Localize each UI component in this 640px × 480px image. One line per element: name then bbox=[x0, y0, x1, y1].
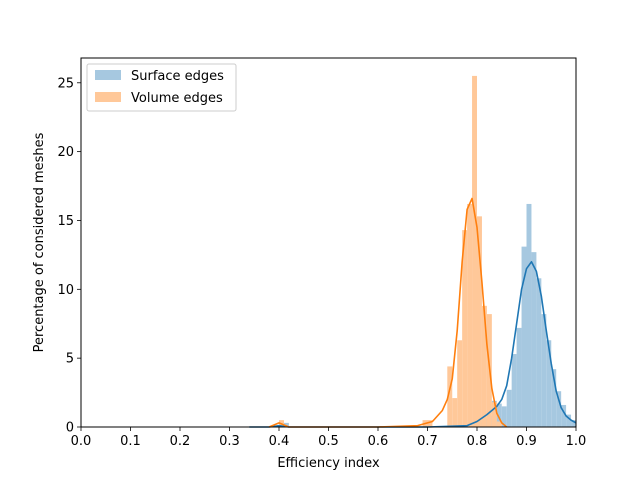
surface-edges-bar-6 bbox=[496, 403, 502, 427]
volume-edges-bar-2 bbox=[427, 420, 433, 427]
x-axis-label: Efficiency index bbox=[277, 456, 380, 471]
surface-edges-bar-19 bbox=[561, 404, 567, 427]
volume-edges-bar-8 bbox=[472, 75, 477, 428]
surface-edges-bar-13 bbox=[531, 252, 537, 427]
volume-edges-bar-13 bbox=[496, 421, 502, 427]
volume-edges-bar-5 bbox=[457, 340, 463, 427]
x-tick-label: 0.5 bbox=[318, 434, 339, 449]
x-tick-label: 1.0 bbox=[566, 434, 587, 449]
x-tick-label: 0.0 bbox=[71, 434, 92, 449]
legend-swatch-surface-edges bbox=[95, 70, 121, 80]
x-tick-label: 0.9 bbox=[516, 434, 537, 449]
legend-swatch-volume-edges bbox=[95, 92, 121, 102]
x-tick-label: 0.3 bbox=[219, 434, 240, 449]
x-tick-label: 0.6 bbox=[368, 434, 389, 449]
x-tick-label: 0.8 bbox=[467, 434, 488, 449]
y-tick-label: 10 bbox=[57, 283, 74, 298]
surface-edges-bar-1 bbox=[283, 422, 289, 427]
surface-edges-bar-12 bbox=[526, 203, 532, 427]
y-tick-label: 0 bbox=[66, 421, 74, 436]
histogram-bars bbox=[279, 75, 576, 428]
surface-edges-bar-17 bbox=[551, 369, 557, 427]
x-tick-label: 0.4 bbox=[269, 434, 290, 449]
surface-edges-bar-18 bbox=[556, 391, 562, 427]
surface-edges-bar-16 bbox=[546, 340, 552, 427]
surface-edges-bar-20 bbox=[566, 414, 572, 427]
x-tick-label: 0.1 bbox=[120, 434, 141, 449]
y-axis-ticks: 0 5 10 15 20 25 bbox=[57, 76, 81, 436]
y-tick-label: 25 bbox=[57, 76, 74, 91]
surface-edges-bar-21 bbox=[571, 420, 576, 427]
volume-edges-bar-9 bbox=[477, 216, 482, 427]
x-tick-label: 0.7 bbox=[417, 434, 438, 449]
volume-edges-bar-7 bbox=[467, 203, 473, 427]
y-tick-label: 5 bbox=[66, 352, 74, 367]
surface-edges-bar-9 bbox=[511, 354, 517, 427]
surface-edges-bar-14 bbox=[536, 278, 542, 427]
surface-edges-bar-7 bbox=[501, 406, 507, 427]
surface-edges-bar-15 bbox=[541, 314, 547, 427]
volume-edges-bar-10 bbox=[481, 305, 487, 427]
legend-label-volume-edges: Volume edges bbox=[131, 91, 223, 106]
x-axis-ticks: 0.0 0.1 0.2 0.3 0.4 0.5 0.6 0.7 0.8 0.9 1.0 bbox=[71, 427, 587, 449]
volume-edges-bar-4 bbox=[452, 398, 458, 427]
volume-edges-bar-3 bbox=[447, 366, 453, 427]
volume-edges-bar-12 bbox=[491, 402, 497, 427]
y-tick-label: 15 bbox=[57, 214, 74, 229]
y-axis-label: Percentage of considered meshes bbox=[32, 132, 47, 352]
legend-label-surface-edges: Surface edges bbox=[131, 69, 224, 84]
legend: Surface edges Volume edges bbox=[86, 63, 237, 112]
y-tick-label: 20 bbox=[57, 145, 74, 160]
x-tick-label: 0.2 bbox=[170, 434, 191, 449]
surface-edges-bar-11 bbox=[521, 246, 527, 427]
legend-box bbox=[86, 63, 237, 112]
surface-edges-bar-10 bbox=[516, 327, 522, 427]
volume-edges-bar-6 bbox=[462, 230, 468, 427]
surface-edges-bar-8 bbox=[506, 389, 512, 427]
